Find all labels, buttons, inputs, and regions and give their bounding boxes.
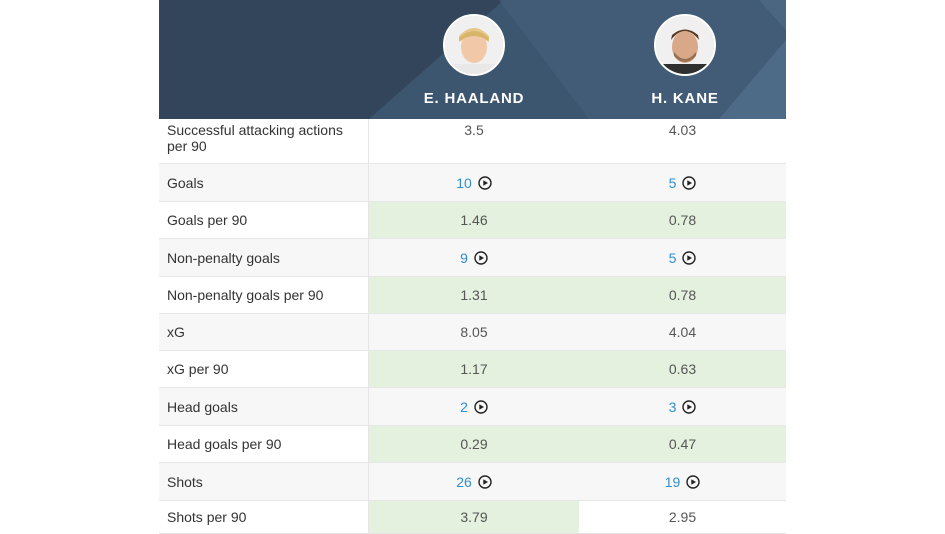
table-row: Head goals per 90 0.29 0.47 (159, 426, 786, 463)
play-video-icon[interactable] (682, 250, 697, 265)
player-name-kane[interactable]: H. KANE (651, 90, 719, 107)
stat-value-haaland: 1.17 (369, 351, 579, 387)
stat-value-kane[interactable]: 5 (579, 164, 786, 201)
play-video-icon[interactable] (474, 399, 488, 414)
stat-value-kane: 4.04 (579, 314, 786, 350)
stat-value-link[interactable]: 26 (456, 473, 472, 490)
player-name-haaland[interactable]: E. HAALAND (423, 90, 525, 107)
stat-value-kane: 2.95 (579, 501, 786, 533)
play-video-icon[interactable] (478, 175, 492, 190)
stat-label: Head goals (159, 388, 369, 425)
stat-value-link[interactable]: 9 (460, 249, 468, 266)
table-row: Shots 26 19 (159, 463, 786, 501)
table-row: Shots per 90 3.79 2.95 (159, 501, 786, 534)
stat-value-text: 0.47 (668, 436, 697, 452)
stat-value-haaland: 8.05 (369, 314, 579, 350)
stat-value-haaland: 0.29 (369, 426, 579, 462)
stat-value-text: 0.29 (460, 436, 488, 452)
play-video-icon[interactable] (474, 250, 488, 265)
comparison-header: E. HAALAND H. KANE (159, 0, 786, 119)
stat-value-text: 1.31 (460, 287, 488, 303)
table-row: Goals 10 5 (159, 164, 786, 202)
stat-value-text: 2.95 (668, 509, 697, 525)
stat-value-kane: 0.78 (579, 277, 786, 313)
stat-label: Non-penalty goals per 90 (159, 277, 369, 313)
stat-value-haaland[interactable]: 2 (369, 388, 579, 425)
stat-value-text: 0.78 (668, 287, 697, 303)
stat-value-link[interactable]: 2 (460, 398, 468, 415)
stat-value-kane: 0.78 (579, 202, 786, 238)
table-row: Non-penalty goals 9 5 (159, 239, 786, 277)
stat-label: Shots (159, 463, 369, 500)
table-row: xG per 90 1.17 0.63 (159, 351, 786, 388)
stat-label: xG (159, 314, 369, 350)
play-video-icon[interactable] (682, 399, 697, 414)
stat-value-text: 8.05 (460, 324, 488, 340)
player-avatar-haaland-icon[interactable] (443, 14, 505, 76)
play-video-icon[interactable] (478, 474, 492, 489)
stat-value-kane[interactable]: 5 (579, 239, 786, 276)
stat-value-link[interactable]: 19 (664, 473, 681, 490)
stat-value-text: 1.17 (460, 361, 488, 377)
stat-value-haaland[interactable]: 10 (369, 164, 579, 201)
stat-value-text: 3.79 (460, 509, 488, 525)
stat-label: Head goals per 90 (159, 426, 369, 462)
table-row: xG 8.05 4.04 (159, 314, 786, 351)
stat-value-haaland: 1.31 (369, 277, 579, 313)
comparison-panel: E. HAALAND H. KANE Successful attacking … (159, 0, 786, 534)
stat-label: Shots per 90 (159, 501, 369, 533)
stat-value-link[interactable]: 3 (668, 398, 677, 415)
stat-value-haaland: 3.79 (369, 501, 579, 533)
stat-label: Non-penalty goals (159, 239, 369, 276)
stat-value-text: 1.46 (460, 212, 488, 228)
play-video-icon[interactable] (682, 175, 697, 190)
play-video-icon[interactable] (686, 474, 700, 489)
stat-value-text: 4.04 (668, 324, 697, 340)
table-row: Head goals 2 3 (159, 388, 786, 426)
stats-table: Successful attacking actions per 90 3.5 4.… (159, 119, 786, 534)
stat-value-text: 0.63 (668, 361, 697, 377)
stat-label: xG per 90 (159, 351, 369, 387)
stat-value-text: 3.5 (464, 122, 484, 138)
stat-value-text: 0.78 (668, 212, 697, 228)
player-column-kane: H. KANE (580, 0, 786, 119)
stat-value-link[interactable]: 10 (456, 174, 472, 191)
stat-value-kane: 0.63 (579, 351, 786, 387)
stat-value-haaland[interactable]: 26 (369, 463, 579, 500)
stat-value-kane[interactable]: 3 (579, 388, 786, 425)
table-row: Non-penalty goals per 90 1.31 0.78 (159, 277, 786, 314)
stat-label: Successful attacking actions per 90 (159, 119, 369, 163)
stat-value-text: 4.03 (668, 122, 697, 138)
stat-value-link[interactable]: 5 (668, 174, 677, 191)
stat-value-kane[interactable]: 19 (579, 463, 786, 500)
stat-value-haaland: 1.46 (369, 202, 579, 238)
stat-value-haaland: 3.5 (369, 119, 579, 163)
stat-value-kane: 4.03 (579, 119, 786, 163)
stat-value-kane: 0.47 (579, 426, 786, 462)
stat-value-link[interactable]: 5 (668, 249, 677, 266)
table-row: Successful attacking actions per 90 3.5 4.… (159, 119, 786, 164)
player-column-haaland: E. HAALAND (369, 0, 579, 119)
player-avatar-kane-icon[interactable] (654, 14, 716, 76)
stat-value-haaland[interactable]: 9 (369, 239, 579, 276)
table-row: Goals per 90 1.46 0.78 (159, 202, 786, 239)
stat-label: Goals (159, 164, 369, 201)
stat-label: Goals per 90 (159, 202, 369, 238)
